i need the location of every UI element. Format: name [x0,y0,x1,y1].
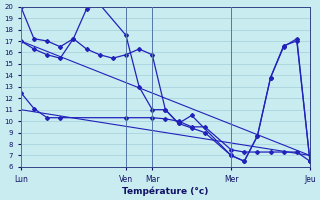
X-axis label: Température (°c): Température (°c) [122,186,209,196]
